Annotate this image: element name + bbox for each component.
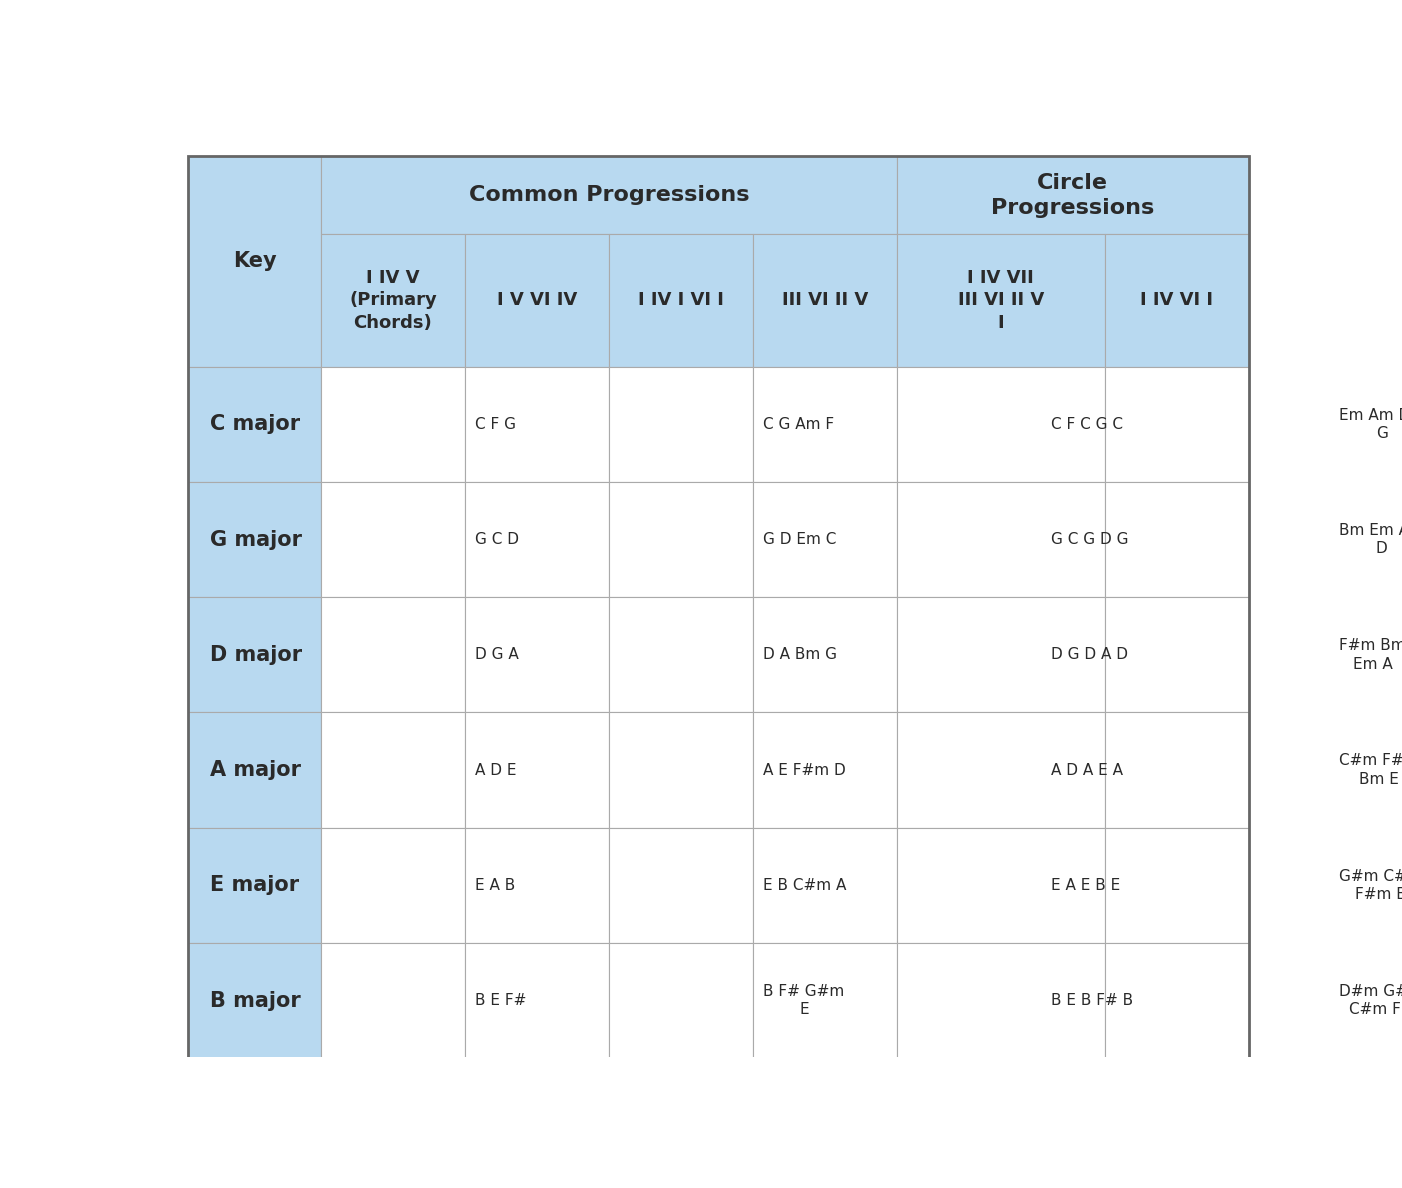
Text: Circle
Progressions: Circle Progressions (991, 172, 1154, 217)
Text: E A B: E A B (475, 878, 516, 893)
Bar (321, 713, 465, 828)
Bar (608, 482, 753, 598)
Bar (321, 157, 897, 234)
Text: E B C#m A: E B C#m A (763, 878, 847, 893)
Text: A D A E A: A D A E A (1052, 763, 1123, 778)
Text: D major: D major (210, 645, 303, 665)
Bar (465, 828, 608, 943)
Bar (608, 828, 753, 943)
Bar (321, 943, 465, 1059)
Bar (897, 367, 1105, 482)
Text: B F# G#m
E: B F# G#m E (763, 984, 844, 1017)
Text: D A Bm G: D A Bm G (763, 647, 837, 663)
Bar (321, 598, 465, 713)
Text: C F G: C F G (475, 417, 516, 431)
Bar (1105, 713, 1249, 828)
Bar (188, 943, 321, 1059)
Text: C F C G C: C F C G C (1052, 417, 1123, 431)
Bar (608, 234, 753, 367)
Bar (753, 598, 897, 713)
Text: I IV VII
III VI II V
I: I IV VII III VI II V I (958, 270, 1044, 331)
Bar (1105, 367, 1249, 482)
Bar (753, 482, 897, 598)
Text: Bm Em Am
D: Bm Em Am D (1339, 523, 1402, 556)
Text: B major: B major (210, 991, 301, 1011)
Bar (608, 943, 753, 1059)
Bar (897, 828, 1105, 943)
Bar (897, 598, 1105, 713)
Bar (753, 234, 897, 367)
Text: C major: C major (210, 415, 300, 435)
Bar (465, 482, 608, 598)
Text: Common Progressions: Common Progressions (468, 185, 749, 206)
Text: G#m C#m
F#m B: G#m C#m F#m B (1339, 868, 1402, 902)
Text: I IV I VI I: I IV I VI I (638, 291, 723, 309)
Bar (608, 598, 753, 713)
Text: G major: G major (210, 530, 301, 550)
Bar (465, 598, 608, 713)
Text: I IV VI I: I IV VI I (1140, 291, 1213, 309)
Bar (1105, 943, 1249, 1059)
Text: G C G D G: G C G D G (1052, 532, 1129, 546)
Bar (188, 367, 321, 482)
Text: A major: A major (210, 760, 301, 781)
Text: C#m F#m
Bm E: C#m F#m Bm E (1339, 753, 1402, 786)
Text: Em Am Dm
G: Em Am Dm G (1339, 407, 1402, 441)
Bar (188, 713, 321, 828)
Text: D G A: D G A (475, 647, 519, 663)
Text: A E F#m D: A E F#m D (763, 763, 845, 778)
Bar (897, 157, 1249, 234)
Bar (1105, 598, 1249, 713)
Bar (1105, 234, 1249, 367)
Text: D G D A D: D G D A D (1052, 647, 1129, 663)
Bar (465, 943, 608, 1059)
Bar (321, 367, 465, 482)
Bar (753, 943, 897, 1059)
Bar (608, 367, 753, 482)
Text: F#m Bm
Em A: F#m Bm Em A (1339, 638, 1402, 671)
Bar (465, 234, 608, 367)
Bar (1105, 482, 1249, 598)
Bar (897, 482, 1105, 598)
Text: C G Am F: C G Am F (763, 417, 834, 431)
Text: A D E: A D E (475, 763, 517, 778)
Bar (321, 234, 465, 367)
Bar (1105, 828, 1249, 943)
Text: Key: Key (233, 252, 276, 272)
Text: E major: E major (210, 876, 299, 896)
Bar (753, 828, 897, 943)
Text: B E F#: B E F# (475, 993, 527, 1009)
Text: D#m G#m
C#m F#: D#m G#m C#m F# (1339, 984, 1402, 1017)
Bar (753, 713, 897, 828)
Bar (188, 598, 321, 713)
Text: III VI II V: III VI II V (782, 291, 868, 309)
Bar (465, 713, 608, 828)
Text: B E B F# B: B E B F# B (1052, 993, 1133, 1009)
Text: I V VI IV: I V VI IV (496, 291, 578, 309)
Bar (321, 482, 465, 598)
Bar (465, 367, 608, 482)
Bar (188, 157, 321, 367)
Text: I IV V
(Primary
Chords): I IV V (Primary Chords) (349, 270, 437, 331)
Text: G C D: G C D (475, 532, 519, 546)
Bar (321, 828, 465, 943)
Bar (753, 367, 897, 482)
Text: G D Em C: G D Em C (763, 532, 837, 546)
Bar (608, 713, 753, 828)
Bar (897, 943, 1105, 1059)
Bar (897, 713, 1105, 828)
Text: E A E B E: E A E B E (1052, 878, 1120, 893)
Bar (188, 482, 321, 598)
Bar (188, 828, 321, 943)
Bar (897, 234, 1105, 367)
